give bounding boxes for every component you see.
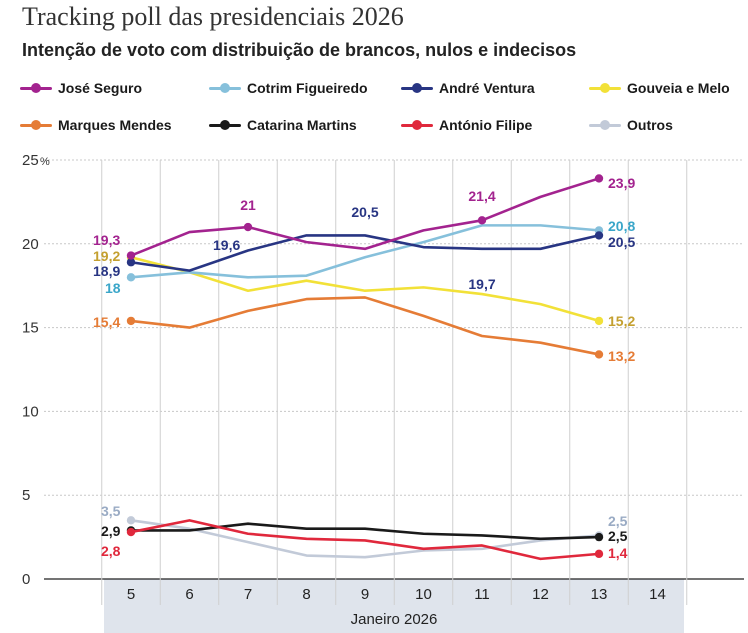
- legend-item-jose-seguro: José Seguro: [20, 78, 142, 98]
- legend-item-andre-ventura: André Ventura: [401, 78, 535, 98]
- chart-subtitle: Intenção de voto com distribuição de bra…: [22, 40, 577, 60]
- series-line: [129, 177, 601, 257]
- series-line: [129, 522, 601, 541]
- data-label: 21: [240, 197, 256, 213]
- y-tick-label: 25: [22, 152, 39, 169]
- x-tick-label: 8: [302, 586, 310, 603]
- x-tick-label: 11: [474, 586, 490, 603]
- series-line: [129, 234, 601, 272]
- series-jose-seguro: [126, 174, 604, 260]
- data-point: [126, 258, 136, 267]
- y-tick-label: 10: [22, 403, 39, 420]
- data-point: [594, 350, 604, 359]
- legend-swatch: [401, 115, 433, 135]
- series-line: [129, 224, 601, 279]
- data-label: 20,8: [608, 218, 635, 234]
- series-marques-mendes: [126, 296, 604, 359]
- legend-item-outros: Outros: [589, 115, 673, 135]
- y-tick-label: 0: [22, 571, 30, 588]
- data-label: 20,5: [608, 234, 635, 250]
- x-tick-label: 12: [532, 586, 549, 603]
- y-tick-label: 5: [22, 487, 30, 504]
- legend-label: Marques Mendes: [58, 117, 172, 133]
- data-point: [477, 216, 487, 225]
- data-label: 18: [105, 280, 121, 296]
- data-label: 20,5: [351, 204, 378, 220]
- legend-swatch: [589, 78, 621, 98]
- series-line: [129, 255, 601, 323]
- data-point: [126, 273, 136, 282]
- x-tick-label: 14: [649, 586, 666, 603]
- data-label: 23,9: [608, 175, 635, 191]
- data-label: 2,5: [608, 513, 628, 529]
- legend-swatch: [209, 115, 241, 135]
- series-gouveia-e-melo: [126, 253, 604, 326]
- legend-item-cotrim-figueiredo: Cotrim Figueiredo: [209, 78, 368, 98]
- legend-label: André Ventura: [439, 80, 535, 96]
- data-point: [594, 532, 604, 542]
- data-label: 2,9: [101, 523, 121, 539]
- data-label: 13,2: [608, 348, 635, 364]
- legend-swatch: [209, 78, 241, 98]
- series-cotrim-figueiredo: [126, 224, 604, 282]
- legend-item-marques-mendes: Marques Mendes: [20, 115, 172, 135]
- legend-item-catarina-martins: Catarina Martins: [209, 115, 357, 135]
- x-tick-label: 9: [361, 586, 369, 603]
- legend-label: Gouveia e Melo: [627, 80, 730, 96]
- y-tick-label: 20: [22, 236, 39, 253]
- data-label: 18,9: [93, 263, 120, 279]
- data-label: 2,8: [101, 543, 121, 559]
- legend-swatch: [20, 78, 52, 98]
- data-point: [594, 174, 604, 183]
- data-point: [594, 549, 604, 559]
- x-tick-label: 6: [185, 586, 193, 603]
- data-label: 19,2: [93, 248, 120, 264]
- legend-item-gouveia-e-melo: Gouveia e Melo: [589, 78, 730, 98]
- legend-swatch: [589, 115, 621, 135]
- data-point: [594, 231, 604, 240]
- data-label: 3,5: [101, 503, 121, 519]
- legend-label: Cotrim Figueiredo: [247, 80, 368, 96]
- legend-label: António Filipe: [439, 117, 533, 133]
- x-tick-label: 13: [591, 586, 608, 603]
- data-point: [594, 316, 604, 326]
- data-label: 19,3: [93, 232, 120, 248]
- data-point: [126, 316, 136, 326]
- data-label: 1,4: [608, 545, 628, 561]
- data-label: 19,7: [468, 276, 495, 292]
- data-label: 21,4: [468, 188, 495, 204]
- legend-label: Outros: [627, 117, 673, 133]
- data-point: [126, 527, 136, 537]
- legend-label: Catarina Martins: [247, 117, 357, 133]
- series-andre-ventura: [126, 231, 604, 272]
- data-point: [126, 516, 136, 525]
- data-label: 15,2: [608, 313, 635, 329]
- series-line: [129, 296, 601, 356]
- y-tick-label: 15: [22, 320, 39, 337]
- y-unit-label: %: [40, 156, 50, 168]
- data-label: 2,5: [608, 528, 628, 544]
- legend-swatch: [401, 78, 433, 98]
- x-tick-label: 5: [127, 586, 135, 603]
- legend-item-antonio-filipe: António Filipe: [401, 115, 532, 135]
- data-point: [243, 222, 253, 232]
- x-axis-label: Janeiro 2026: [351, 611, 438, 628]
- series-antonio-filipe: [126, 519, 604, 561]
- series-catarina-martins: [126, 522, 604, 542]
- series-line: [129, 519, 601, 559]
- data-label: 19,6: [213, 237, 240, 253]
- legend-label: José Seguro: [58, 80, 143, 96]
- x-tick-label: 10: [415, 586, 432, 603]
- legend-swatch: [20, 115, 52, 135]
- series-line: [129, 519, 601, 561]
- data-point: [126, 251, 136, 260]
- x-tick-label: 7: [244, 586, 252, 603]
- chart-title: Tracking poll das presidenciais 2026: [22, 2, 404, 31]
- data-label: 15,4: [93, 314, 120, 330]
